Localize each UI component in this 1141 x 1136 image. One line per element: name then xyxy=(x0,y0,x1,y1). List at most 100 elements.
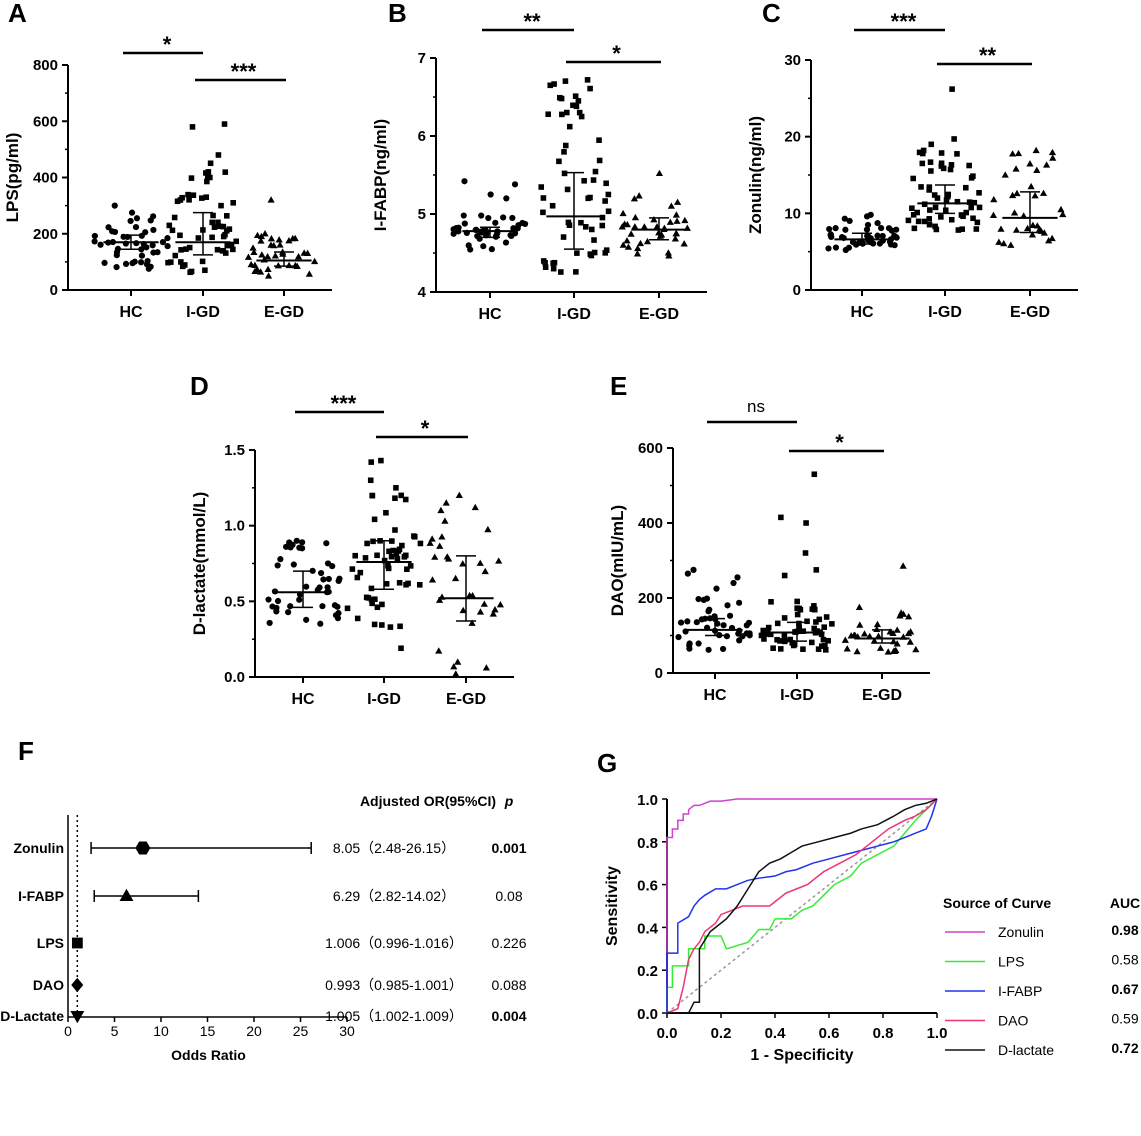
category-label: HC xyxy=(703,687,727,704)
significance-label: *** xyxy=(891,9,917,34)
data-point xyxy=(113,252,120,259)
data-point xyxy=(734,574,741,581)
data-point xyxy=(1040,229,1048,236)
data-point xyxy=(550,265,557,272)
data-point xyxy=(1042,161,1051,168)
data-point xyxy=(441,517,449,524)
category-label: E-GD xyxy=(264,304,304,321)
data-point xyxy=(261,230,269,237)
data-point xyxy=(203,170,209,176)
data-point xyxy=(905,613,913,620)
data-point xyxy=(368,459,374,465)
data-point xyxy=(825,637,831,644)
data-point xyxy=(186,197,192,203)
data-point xyxy=(690,566,697,573)
data-point xyxy=(796,624,803,631)
data-point xyxy=(846,217,853,225)
data-point xyxy=(777,638,783,644)
data-point xyxy=(285,609,292,616)
data-point xyxy=(736,599,743,606)
data-point xyxy=(927,159,934,165)
data-point xyxy=(842,226,849,233)
data-point xyxy=(336,575,343,582)
data-point xyxy=(253,266,261,273)
data-point xyxy=(379,622,385,628)
y-axis-label: D-lactate(mmol/L) xyxy=(190,492,209,636)
data-point xyxy=(210,212,216,219)
y-tick-label: 1.0 xyxy=(224,518,245,535)
panel-e: E 0 200 400 600 DAO(mIU/mL) HC I-GD E-GD ns * xyxy=(608,371,930,704)
data-point xyxy=(467,246,474,253)
data-point xyxy=(471,503,479,511)
data-point xyxy=(811,625,817,632)
data-point xyxy=(800,646,806,652)
panel-letter: G xyxy=(597,748,617,778)
data-point xyxy=(219,248,226,254)
data-point xyxy=(186,244,193,251)
data-point xyxy=(445,555,453,562)
data-point xyxy=(794,605,800,611)
data-point xyxy=(778,514,784,521)
data-point xyxy=(455,224,462,231)
y-tick-label: 600 xyxy=(33,113,58,130)
data-point xyxy=(928,141,935,148)
significance-label: *** xyxy=(331,391,357,416)
data-point xyxy=(396,579,403,586)
x-tick-label: 0 xyxy=(64,1023,72,1039)
p-header: p xyxy=(504,793,514,809)
data-point xyxy=(545,111,551,118)
data-point xyxy=(172,252,179,259)
data-point xyxy=(672,229,681,237)
legend-auc-title: AUC xyxy=(1110,895,1140,911)
data-point xyxy=(474,232,481,240)
data-point xyxy=(385,562,391,569)
data-point xyxy=(927,207,933,213)
data-point xyxy=(575,98,582,104)
data-point xyxy=(266,619,273,627)
data-point xyxy=(876,644,885,651)
data-point xyxy=(1013,189,1021,197)
data-point xyxy=(371,621,378,628)
data-point xyxy=(811,606,818,613)
data-point xyxy=(411,533,418,540)
data-point xyxy=(481,567,489,575)
data-point xyxy=(874,232,881,239)
data-point xyxy=(387,624,394,630)
data-point xyxy=(665,252,673,259)
y-axis-label: I-FABP(ng/ml) xyxy=(371,119,390,231)
data-point xyxy=(578,219,584,226)
data-point xyxy=(795,628,801,635)
data-point xyxy=(542,264,549,270)
y-tick-label: 600 xyxy=(638,440,663,457)
data-point xyxy=(138,259,145,266)
data-point xyxy=(428,576,437,583)
data-point xyxy=(815,646,822,652)
data-point xyxy=(947,166,954,173)
data-point xyxy=(938,150,945,156)
data-point xyxy=(177,232,183,239)
data-point xyxy=(488,246,495,253)
data-point xyxy=(183,246,189,252)
data-point xyxy=(362,555,369,561)
data-point xyxy=(329,563,336,570)
data-point xyxy=(426,539,434,546)
data-point xyxy=(926,221,933,228)
data-point xyxy=(352,552,359,559)
data-point xyxy=(588,226,595,233)
data-point xyxy=(402,552,409,559)
data-point xyxy=(794,611,801,618)
data-point xyxy=(164,243,171,250)
data-point xyxy=(695,640,702,647)
data-point xyxy=(450,230,457,237)
data-point xyxy=(435,647,443,654)
data-point xyxy=(275,236,283,243)
data-point xyxy=(1010,209,1019,216)
data-point xyxy=(896,612,904,619)
data-point xyxy=(370,538,376,545)
data-point xyxy=(822,642,828,649)
data-point xyxy=(319,603,326,610)
data-point xyxy=(845,244,853,251)
data-point xyxy=(814,628,820,634)
data-point xyxy=(398,492,405,499)
data-point xyxy=(220,233,227,240)
